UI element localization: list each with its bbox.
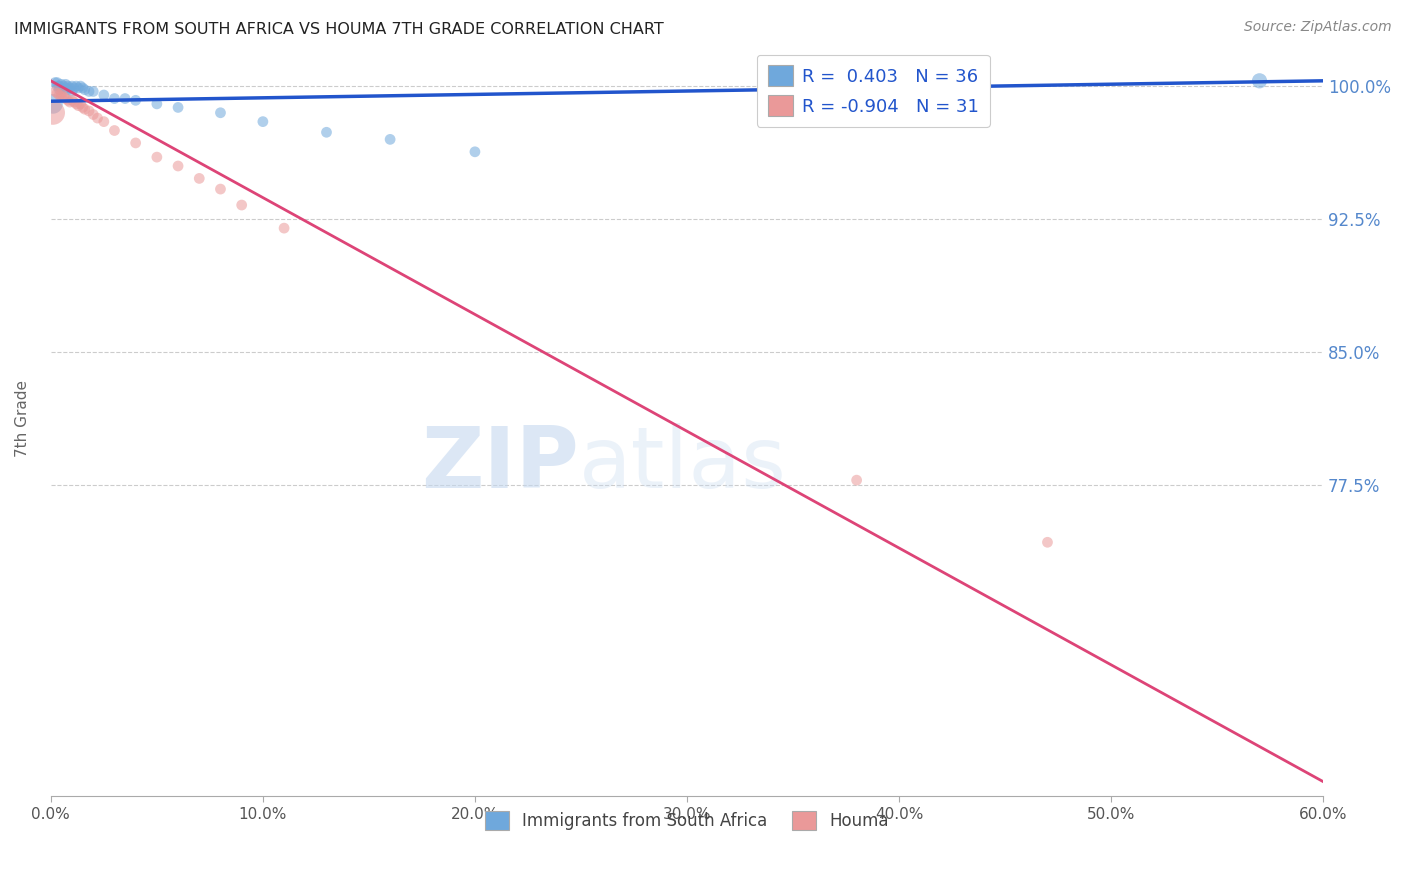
Point	[59, 95, 82, 109]
Point	[86, 111, 108, 125]
Point	[42, 105, 65, 120]
Point	[146, 96, 169, 111]
Point	[167, 100, 190, 114]
Point	[48, 83, 70, 97]
Point	[1249, 74, 1271, 88]
Text: IMMIGRANTS FROM SOUTH AFRICA VS HOUMA 7TH GRADE CORRELATION CHART: IMMIGRANTS FROM SOUTH AFRICA VS HOUMA 7T…	[14, 22, 664, 37]
Text: atlas: atlas	[579, 423, 787, 506]
Point	[67, 98, 90, 112]
Point	[55, 91, 77, 105]
Point	[51, 78, 73, 92]
Point	[1036, 535, 1059, 549]
Point	[60, 93, 83, 107]
Point	[231, 198, 253, 212]
Text: ZIP: ZIP	[420, 423, 579, 506]
Point	[56, 79, 79, 94]
Point	[44, 76, 66, 90]
Point	[73, 83, 96, 97]
Point	[72, 100, 94, 114]
Point	[72, 81, 94, 95]
Point	[51, 81, 73, 95]
Point	[59, 81, 82, 95]
Point	[65, 79, 87, 94]
Point	[69, 79, 91, 94]
Point	[124, 136, 146, 150]
Point	[56, 93, 79, 107]
Point	[51, 89, 73, 103]
Point	[60, 85, 83, 99]
Point	[52, 79, 75, 94]
Point	[73, 102, 96, 116]
Point	[315, 125, 337, 139]
Point	[103, 91, 125, 105]
Point	[48, 79, 70, 94]
Legend: Immigrants from South Africa, Houma: Immigrants from South Africa, Houma	[479, 805, 896, 837]
Point	[103, 123, 125, 137]
Point	[46, 79, 69, 94]
Point	[63, 95, 86, 109]
Point	[209, 105, 232, 120]
Point	[51, 87, 73, 101]
Point	[273, 221, 295, 235]
Point	[378, 132, 401, 146]
Point	[845, 473, 868, 487]
Point	[209, 182, 232, 196]
Point	[252, 114, 274, 128]
Point	[188, 171, 211, 186]
Point	[55, 81, 77, 95]
Point	[77, 85, 100, 99]
Text: Source: ZipAtlas.com: Source: ZipAtlas.com	[1244, 20, 1392, 34]
Point	[69, 96, 91, 111]
Point	[114, 91, 136, 105]
Point	[42, 96, 65, 111]
Point	[146, 150, 169, 164]
Point	[48, 88, 70, 103]
Point	[93, 88, 115, 103]
Point	[82, 107, 104, 121]
Point	[77, 103, 100, 118]
Point	[65, 96, 87, 111]
Point	[44, 85, 66, 99]
Point	[93, 114, 115, 128]
Point	[67, 81, 90, 95]
Point	[167, 159, 190, 173]
Point	[52, 89, 75, 103]
Point	[464, 145, 486, 159]
Point	[46, 76, 69, 90]
Point	[63, 81, 86, 95]
Point	[82, 85, 104, 99]
Y-axis label: 7th Grade: 7th Grade	[15, 380, 30, 458]
Point	[46, 87, 69, 101]
Point	[55, 78, 77, 92]
Point	[60, 79, 83, 94]
Point	[56, 83, 79, 97]
Point	[124, 93, 146, 107]
